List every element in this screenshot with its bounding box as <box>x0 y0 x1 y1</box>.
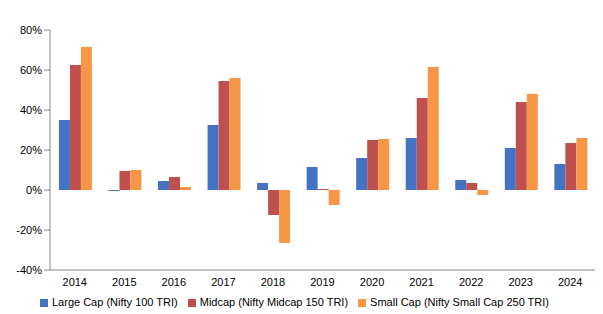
svg-text:-20%: -20% <box>16 224 42 236</box>
html-text:Small Cap (Nifty Small Cap 250: Small Cap (Nifty Small Cap 250 TRI) <box>370 296 549 308</box>
svg-text:80%: 80% <box>20 24 42 36</box>
svg-text:2017: 2017 <box>211 276 235 288</box>
svg-text:2020: 2020 <box>360 276 384 288</box>
svg-text:2021: 2021 <box>409 276 433 288</box>
svg-text:0%: 0% <box>26 184 42 196</box>
svg-text:2018: 2018 <box>261 276 285 288</box>
svg-text:2015: 2015 <box>112 276 136 288</box>
svg-text:2016: 2016 <box>162 276 186 288</box>
svg-text:2024: 2024 <box>558 276 582 288</box>
svg-text:2022: 2022 <box>459 276 483 288</box>
svg-text:2019: 2019 <box>310 276 334 288</box>
svg-text:40%: 40% <box>20 104 42 116</box>
svg-text:2014: 2014 <box>63 276 87 288</box>
svg-text:-40%: -40% <box>16 264 42 276</box>
svg-text:60%: 60% <box>20 64 42 76</box>
svg-text:20%: 20% <box>20 144 42 156</box>
html-text:Midcap (Nifty Midcap 150 TRI): Midcap (Nifty Midcap 150 TRI) <box>199 296 349 308</box>
html-text:Large Cap (Nifty 100 TRI): Large Cap (Nifty 100 TRI) <box>52 296 178 308</box>
svg-text:2023: 2023 <box>508 276 532 288</box>
